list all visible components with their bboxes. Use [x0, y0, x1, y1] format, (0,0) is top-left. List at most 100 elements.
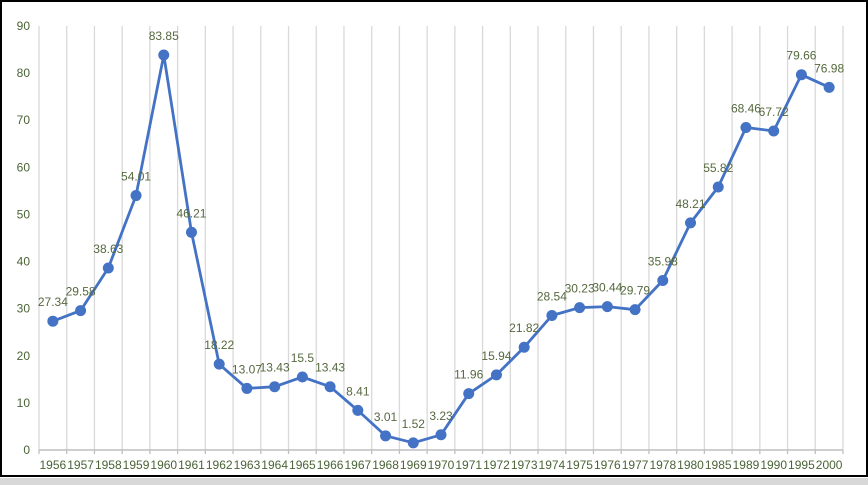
x-tick-label: 1959 — [123, 458, 150, 472]
x-tick-label: 1973 — [511, 458, 538, 472]
x-axis-ticks — [38, 450, 844, 454]
data-point-label: 13.07 — [232, 362, 262, 376]
data-point-marker — [685, 217, 697, 229]
data-point-marker — [269, 381, 281, 393]
data-point-marker — [296, 371, 308, 383]
data-point-marker — [213, 358, 225, 370]
data-point-marker — [435, 429, 447, 441]
data-point-marker — [47, 315, 59, 327]
data-point-marker — [352, 404, 364, 416]
x-tick-label: 1965 — [289, 458, 316, 472]
data-point-marker — [380, 430, 392, 442]
data-point-marker — [823, 81, 835, 93]
data-point-label: 29.79 — [620, 284, 650, 298]
x-tick-label: 1989 — [733, 458, 760, 472]
x-tick-label: 1957 — [67, 458, 94, 472]
x-tick-label: 1980 — [677, 458, 704, 472]
data-point-label: 11.96 — [454, 368, 483, 382]
y-tick-label: 10 — [17, 396, 31, 410]
data-point-marker — [407, 437, 419, 449]
data-point-marker — [629, 304, 641, 316]
x-tick-label: 1974 — [539, 458, 566, 472]
data-point-marker — [518, 341, 530, 353]
x-tick-label: 1977 — [622, 458, 649, 472]
x-axis-tick-labels: 1956 1957 1958 1959 1960 1961 1962 1963 1964 1965… — [40, 458, 843, 472]
x-tick-label: 1995 — [788, 458, 815, 472]
data-point-marker — [712, 181, 724, 193]
data-point-label: 55.82 — [703, 161, 733, 175]
x-tick-label: 1972 — [483, 458, 510, 472]
data-point-label: 83.85 — [149, 29, 179, 43]
data-point-marker — [158, 49, 170, 61]
x-tick-label: 1956 — [40, 458, 67, 472]
data-point-marker — [324, 381, 336, 393]
data-point-label: 35.98 — [648, 254, 678, 268]
y-tick-label: 50 — [17, 207, 31, 221]
x-tick-label: 1964 — [261, 458, 288, 472]
data-point-marker — [490, 369, 502, 381]
x-tick-label: 1960 — [150, 458, 177, 472]
data-point-label: 28.54 — [537, 290, 567, 304]
data-point-label: 30.23 — [565, 282, 595, 296]
data-point-label: 1.52 — [402, 417, 426, 431]
data-point-marker — [130, 190, 142, 202]
x-tick-label: 1961 — [178, 458, 205, 472]
data-point-label: 3.23 — [429, 409, 453, 423]
y-tick-label: 90 — [17, 19, 31, 33]
x-tick-label: 1985 — [705, 458, 732, 472]
x-tick-label: 2000 — [816, 458, 843, 472]
x-tick-label: 1962 — [206, 458, 233, 472]
data-point-marker — [463, 388, 475, 400]
data-point-marker — [185, 226, 197, 238]
data-point-label: 13.43 — [315, 361, 345, 375]
x-tick-label: 1975 — [566, 458, 593, 472]
data-point-marker — [546, 310, 558, 322]
y-tick-label: 70 — [17, 113, 31, 127]
data-point-label: 67.72 — [759, 105, 789, 119]
data-point-marker — [795, 69, 807, 81]
data-point-label: 8.41 — [346, 384, 370, 398]
data-point-marker — [768, 125, 780, 137]
data-point-label: 38.63 — [93, 242, 123, 256]
data-point-marker — [601, 301, 613, 313]
vertical-gridlines — [38, 26, 844, 450]
data-point-marker — [102, 262, 114, 274]
x-tick-label: 1963 — [234, 458, 261, 472]
data-point-label: 15.5 — [291, 351, 315, 365]
data-point-label: 27.34 — [38, 295, 68, 309]
data-point-marker — [75, 305, 87, 317]
data-point-marker — [241, 382, 253, 394]
y-tick-label: 30 — [17, 302, 31, 316]
y-tick-label: 20 — [17, 349, 31, 363]
x-tick-label: 1969 — [400, 458, 427, 472]
y-tick-label: 0 — [23, 443, 30, 457]
y-tick-label: 80 — [17, 66, 31, 80]
data-point-label: 21.82 — [509, 321, 539, 335]
x-tick-label: 1968 — [372, 458, 399, 472]
data-point-label: 48.21 — [676, 197, 706, 211]
data-point-label: 30.44 — [592, 281, 622, 295]
data-point-label: 15.94 — [481, 349, 511, 363]
data-point-label: 79.66 — [786, 49, 816, 63]
data-point-label: 76.98 — [814, 61, 844, 75]
data-point-label: 29.58 — [66, 285, 96, 299]
window-bottom-strip — [0, 477, 868, 485]
x-tick-label: 1967 — [344, 458, 371, 472]
series-line — [51, 53, 831, 445]
data-point-label: 54.01 — [121, 170, 151, 184]
x-tick-label: 1970 — [428, 458, 455, 472]
series-polyline — [51, 53, 831, 445]
data-point-marker — [657, 274, 669, 286]
series-markers — [47, 49, 835, 449]
x-tick-label: 1971 — [455, 458, 482, 472]
data-point-label: 18.22 — [204, 338, 234, 352]
y-tick-label: 40 — [17, 255, 31, 269]
y-axis-tick-labels: 0 10 20 30 40 50 60 70 80 90 — [17, 19, 31, 457]
data-point-marker — [574, 302, 586, 314]
data-point-label: 68.46 — [731, 101, 761, 115]
y-tick-label: 60 — [17, 160, 31, 174]
data-point-label: 13.43 — [260, 361, 290, 375]
x-tick-label: 1990 — [760, 458, 787, 472]
